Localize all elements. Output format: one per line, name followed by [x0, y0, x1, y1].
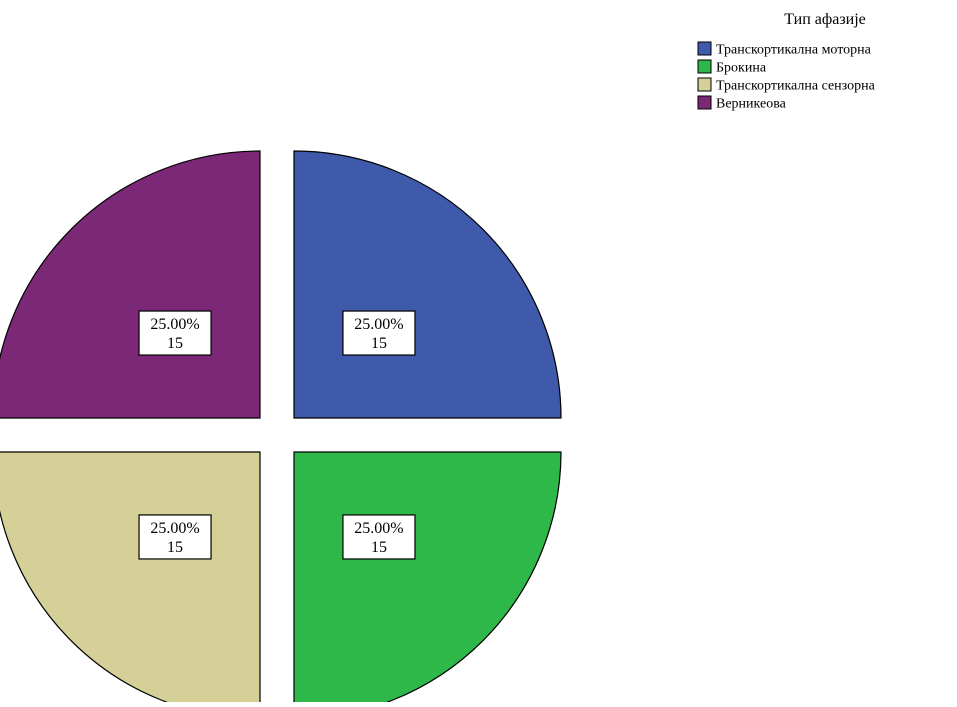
slice-label-box [138, 514, 212, 560]
slice-labels: 25.00% 15 25.00% 15 25.00% 15 25.00% 15 [138, 310, 416, 560]
slice-label-box [342, 310, 416, 356]
pie-slice [0, 451, 261, 707]
legend-label: Транскортикална сензорна [716, 79, 876, 94]
legend-swatch [697, 77, 712, 92]
legend-title: Тип афазије [784, 11, 866, 28]
legend-swatch [697, 59, 712, 74]
legend-swatch [697, 95, 712, 110]
slice-label: 25.00% 15 [342, 514, 416, 560]
slice-label: 25.00% 15 [138, 514, 212, 560]
legend: Тип афазије Транскортикална моторна Броки… [697, 11, 876, 112]
legend-item: Транскортикална моторна [697, 41, 872, 58]
pie-slice [293, 150, 562, 419]
slice-percent-label: 25.00% [354, 520, 403, 537]
legend-label: Верникеова [716, 97, 787, 112]
legend-item: Транскортикална сензорна [697, 77, 876, 94]
slice-label: 25.00% 15 [138, 310, 212, 356]
slice-label-box [138, 310, 212, 356]
slice-count-label: 15 [371, 539, 387, 556]
slice-count-label: 15 [371, 335, 387, 352]
slice-percent-label: 25.00% [354, 316, 403, 333]
legend-label: Транскортикална моторна [716, 43, 872, 58]
legend-swatch [697, 41, 712, 56]
pie-slice [0, 150, 261, 419]
legend-item: Верникеова [697, 95, 787, 112]
legend-items: Транскортикална моторна Брокина Транскорти… [697, 41, 876, 112]
slice-count-label: 15 [167, 335, 183, 352]
slice-percent-label: 25.00% [150, 520, 199, 537]
legend-item: Брокина [697, 59, 767, 76]
slice-percent-label: 25.00% [150, 316, 199, 333]
pie-slices [0, 150, 562, 707]
legend-label: Брокина [716, 61, 767, 76]
slice-label-box [342, 514, 416, 560]
slice-count-label: 15 [167, 539, 183, 556]
slice-label: 25.00% 15 [342, 310, 416, 356]
pie-slice [293, 451, 562, 707]
